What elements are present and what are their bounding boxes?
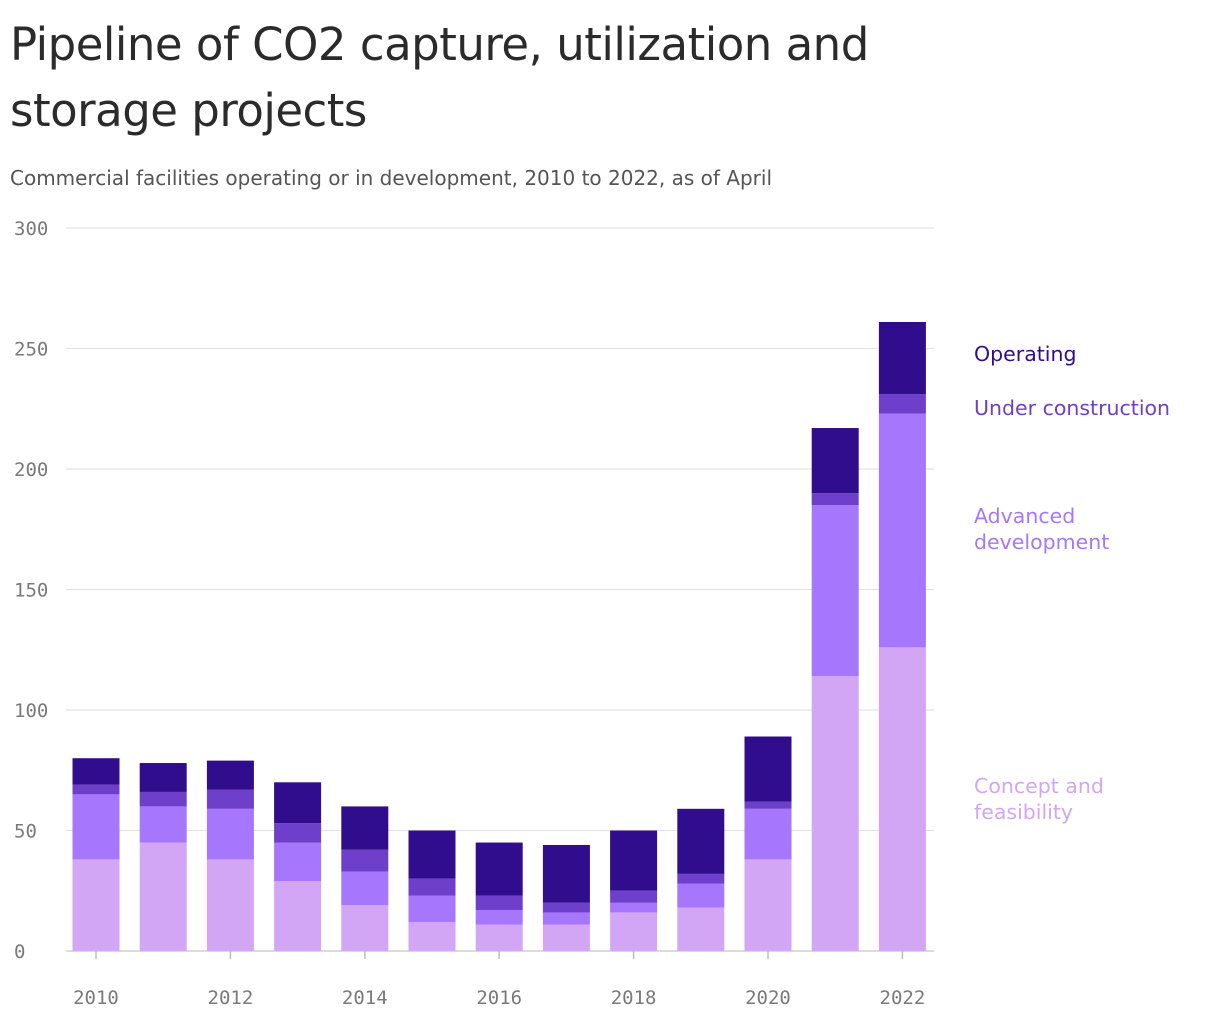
bar-segment (610, 890, 658, 903)
x-tick-label: 2022 (880, 987, 926, 1009)
x-tick-label: 2016 (476, 987, 522, 1009)
bar-segment (744, 736, 792, 802)
y-tick-label: 250 (14, 339, 48, 361)
chart-title: Pipeline of CO2 capture, utilization and… (10, 18, 869, 137)
bar-segment (206, 808, 254, 860)
y-tick-label: 100 (14, 700, 48, 722)
x-tick-label: 2010 (73, 987, 119, 1009)
bar-segment (677, 907, 725, 951)
x-tick-label: 2018 (611, 987, 657, 1009)
bar-segment (542, 844, 590, 903)
legend-label: development (974, 530, 1109, 554)
bar-segment (274, 823, 322, 843)
y-tick-label: 200 (14, 459, 48, 481)
bar-segment (72, 784, 120, 795)
bar-segment (744, 859, 792, 951)
bar-segment (139, 791, 187, 807)
bar-segment (475, 910, 523, 925)
bar-segment (610, 902, 658, 913)
x-tick-label: 2012 (208, 987, 254, 1009)
bar-segment (341, 905, 389, 951)
x-tick-label: 2014 (342, 987, 388, 1009)
bar-segment (878, 394, 926, 414)
bar-segment (677, 808, 725, 874)
bar-segment (274, 842, 322, 882)
bar-segment (341, 806, 389, 850)
bar-segment (206, 789, 254, 809)
bar-segment (206, 760, 254, 790)
bar-segment (811, 505, 859, 677)
bar-segment (744, 801, 792, 809)
bar-segment (811, 676, 859, 951)
bar-segment (475, 895, 523, 911)
bar-segment (408, 895, 456, 923)
bar-segment (139, 806, 187, 843)
bar-segment (72, 758, 120, 785)
bar-segment (542, 924, 590, 951)
bar-segment (610, 830, 658, 891)
x-tick-label: 2020 (745, 987, 791, 1009)
bar-segment (475, 924, 523, 951)
axes: 0 50 100 150 200 250 300 2010 2012 2014 2016 2018 20… (14, 218, 925, 1009)
bar-segment (610, 912, 658, 951)
bar-segment (341, 871, 389, 906)
bar-segment (72, 859, 120, 951)
legend-label: Under construction (974, 396, 1170, 420)
bar-segment (408, 830, 456, 879)
bar-segment (139, 763, 187, 792)
bar-segment (878, 647, 926, 951)
bar-segment (677, 873, 725, 884)
legend-label: Operating (974, 342, 1077, 366)
bar-segment (677, 883, 725, 908)
bar-segment (542, 902, 590, 913)
bar-segment (341, 849, 389, 872)
legend-label: Advanced (974, 504, 1075, 528)
bar-segment (542, 912, 590, 925)
legend-label: feasibility (974, 800, 1073, 824)
bar-segment (744, 808, 792, 860)
bar-segment (811, 428, 859, 494)
bar-segment (139, 842, 187, 951)
bar-segment (274, 782, 322, 824)
bar-segment (475, 842, 523, 896)
y-tick-label: 300 (14, 218, 48, 240)
bar-segment (878, 413, 926, 648)
bar-segment (274, 881, 322, 951)
y-tick-label: 150 (14, 580, 48, 602)
bar-segment (811, 493, 859, 506)
bar-segment (878, 321, 926, 395)
bar-segment (408, 922, 456, 951)
chart-subtitle: Commercial facilities operating or in de… (10, 166, 773, 190)
bar-segment (206, 859, 254, 951)
bars (72, 321, 926, 951)
legend-label: Concept and (974, 774, 1104, 798)
bar-segment (408, 878, 456, 896)
bar-segment (72, 794, 120, 860)
y-tick-label: 0 (14, 941, 25, 963)
y-tick-label: 50 (14, 821, 37, 843)
